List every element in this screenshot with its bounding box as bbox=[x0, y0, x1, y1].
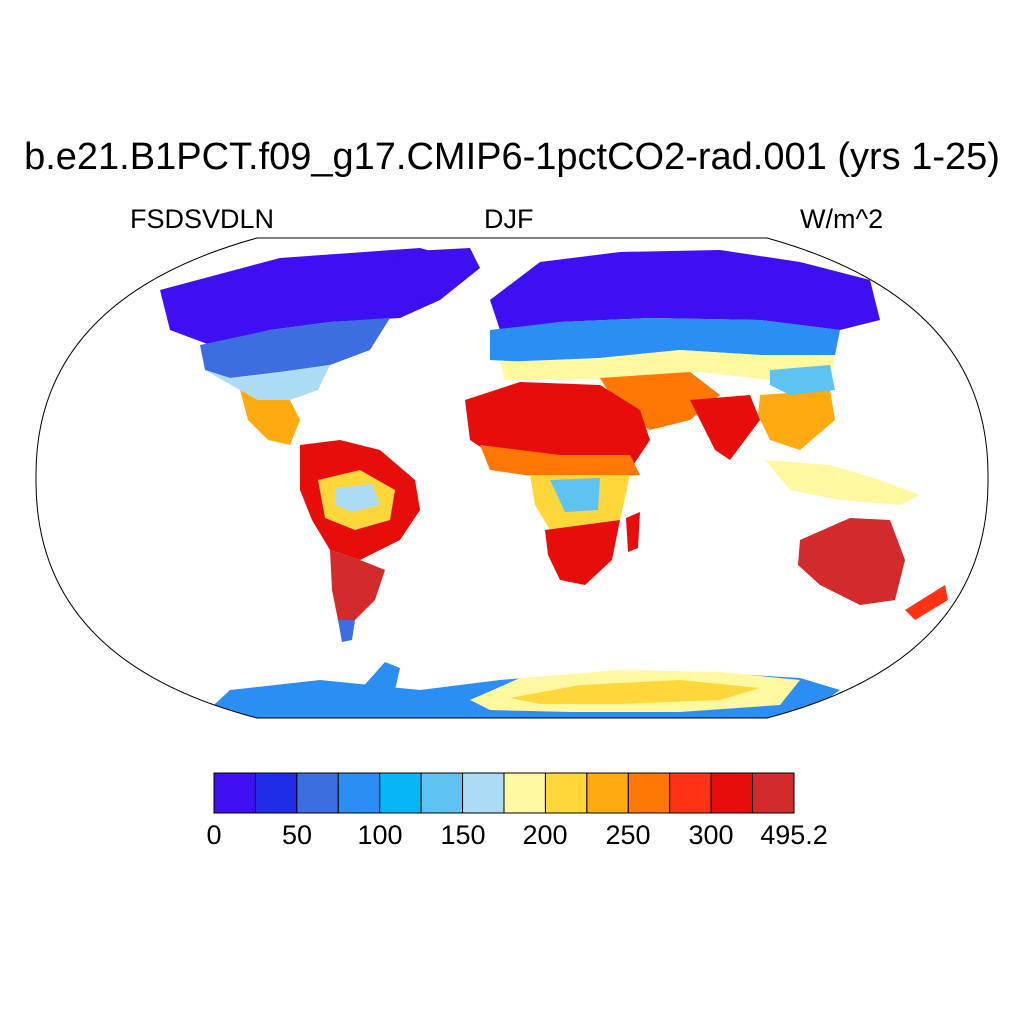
land-southern-africa bbox=[545, 520, 620, 585]
colorbar-box bbox=[296, 772, 339, 814]
land-greenland bbox=[395, 248, 480, 300]
colorbar-box bbox=[669, 772, 712, 814]
colorbar-box bbox=[752, 772, 795, 814]
colorbar-box bbox=[503, 772, 546, 814]
season-label: DJF bbox=[484, 204, 534, 234]
land-madagascar bbox=[626, 512, 640, 552]
colorbar-tick-label: 200 bbox=[522, 820, 568, 850]
colorbar-box bbox=[254, 772, 298, 814]
map-fields bbox=[160, 248, 948, 718]
land-north-america-south bbox=[205, 365, 330, 400]
colorbar-box bbox=[627, 772, 671, 814]
land-amazon-core bbox=[335, 484, 380, 512]
colorbar-tick-label: 100 bbox=[357, 820, 403, 850]
land-india bbox=[690, 395, 760, 460]
land-antarctica-east-core bbox=[510, 680, 760, 704]
colorbar-tick-label: 250 bbox=[605, 820, 651, 850]
land-antarctic-peninsula bbox=[360, 662, 400, 690]
colorbar-box bbox=[462, 772, 505, 814]
colorbar-tick-label: 50 bbox=[281, 820, 313, 850]
land-eurasia-south bbox=[500, 350, 835, 385]
land-congo bbox=[550, 478, 600, 512]
colorbar-tick-label: 300 bbox=[688, 820, 734, 850]
colorbar-tick-label: 495.2 bbox=[760, 820, 828, 850]
land-china-east bbox=[770, 365, 835, 395]
colorbar-box bbox=[420, 772, 464, 814]
colorbar-box bbox=[379, 772, 422, 814]
land-southeast-asia bbox=[758, 390, 835, 450]
colorbar bbox=[213, 772, 795, 814]
colorbar-box bbox=[337, 772, 381, 814]
land-mexico bbox=[240, 390, 300, 445]
land-australia bbox=[798, 518, 905, 605]
colorbar-box bbox=[710, 772, 754, 814]
colorbar-tick-label: 0 bbox=[206, 820, 222, 850]
units-label: W/m^2 bbox=[800, 204, 884, 234]
map-boundary bbox=[35, 237, 989, 719]
colorbar-box bbox=[586, 772, 629, 814]
land-new-zealand bbox=[905, 585, 948, 620]
land-north-america-north bbox=[160, 248, 470, 345]
land-patagonia bbox=[338, 620, 355, 642]
land-north-africa bbox=[465, 382, 650, 470]
land-eurasia-mid bbox=[490, 318, 840, 362]
plot-title: b.e21.B1PCT.f09_g17.CMIP6-1pctCO2-rad.00… bbox=[24, 136, 1000, 178]
variable-name: FSDSVDLN bbox=[130, 204, 275, 234]
colorbar-tick-label: 150 bbox=[440, 820, 486, 850]
land-maritime-continent bbox=[765, 460, 920, 505]
land-south-america-south bbox=[330, 550, 385, 640]
land-eurasia-north bbox=[490, 250, 880, 330]
colorbar-box bbox=[544, 772, 588, 814]
land-north-america-mid bbox=[200, 318, 390, 378]
colorbar-box bbox=[213, 772, 256, 814]
land-sahel bbox=[480, 445, 640, 480]
